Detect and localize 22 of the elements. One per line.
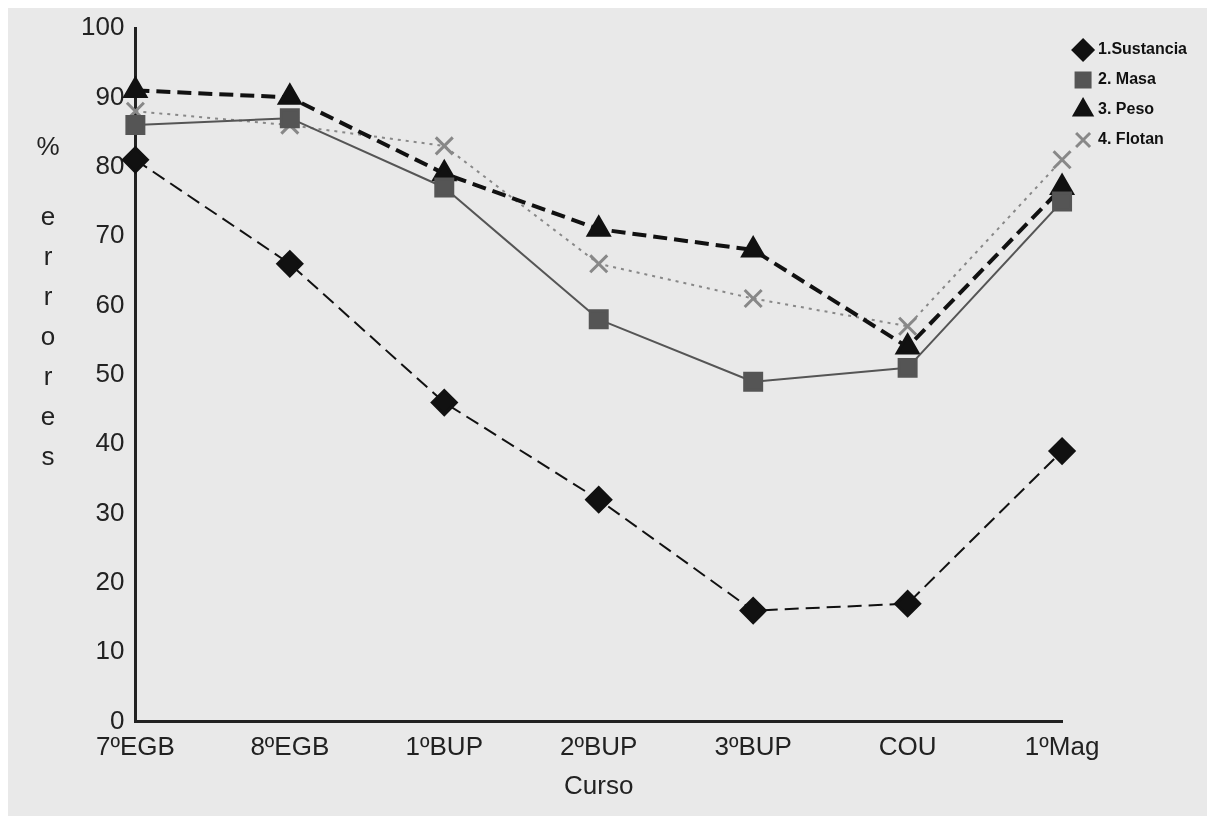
y-tick-label: 40 [95,427,125,458]
legend-label: 1.Sustancia [1098,40,1188,58]
y-tick-label: 90 [95,80,125,111]
legend-label: 2. Masa [1098,70,1156,88]
y-tick-label: 30 [95,496,125,527]
y-tick-label: 70 [95,219,125,250]
x-tick-label: 8ºEGB [250,731,330,762]
legend-label: 4. Flotan [1098,130,1164,148]
x-tick-label: 1ºBUP [405,731,483,762]
y-tick-label: 60 [95,288,125,319]
legend-label: 3. Peso [1098,100,1155,118]
y-tick-label: 10 [95,635,125,666]
x-tick-label: 3ºBUP [714,731,792,762]
x-tick-label: 2ºBUP [560,731,638,762]
y-tick-label: 20 [95,566,125,597]
y-tick-label: 80 [95,149,125,180]
x-tick-label: 1ºMag [1024,731,1100,762]
x-tick-label: COU [878,731,937,762]
text: % errores [36,131,60,472]
y-tick-label: 100 [80,11,125,42]
y-tick-label: 50 [95,357,125,388]
x-axis-title: Curso [564,769,634,800]
